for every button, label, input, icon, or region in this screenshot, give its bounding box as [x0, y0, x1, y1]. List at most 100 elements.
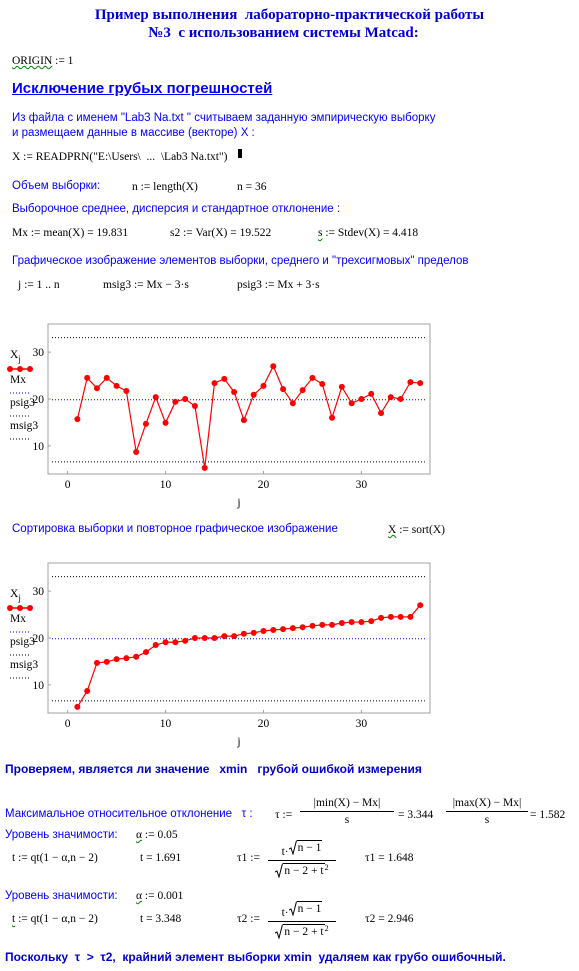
var-name: X	[388, 524, 397, 536]
data-point	[378, 614, 385, 621]
formula: τ1 = 1.648	[365, 852, 414, 864]
formula: t = 1.691	[140, 852, 182, 864]
formula: τ1 :=	[237, 852, 260, 864]
formula: s2 := Var(X) = 19.522	[170, 227, 272, 239]
data-point	[84, 374, 91, 381]
data-point	[280, 386, 287, 393]
title-2: №3 с использованием системы Matcad:	[148, 25, 419, 41]
formula-rest: := 0.001	[142, 890, 184, 902]
data-point	[387, 613, 394, 620]
data-point	[260, 627, 267, 634]
data-point	[309, 374, 316, 381]
legend-label: Mx	[10, 613, 26, 625]
conclusion: Поскольку τ > τ2, крайний элемент выборк…	[5, 950, 506, 964]
radical: n − 1	[288, 840, 323, 855]
formula: n := length(X)	[132, 181, 198, 193]
radicand: n − 1	[296, 840, 323, 854]
title-1: Пример выполнения лабораторно-практическ…	[94, 7, 485, 23]
data-point	[191, 403, 198, 410]
plot-frame	[47, 323, 431, 475]
formula-rest: := qt(1 − α,n − 2)	[15, 913, 98, 925]
formula: X := READPRN("E:\Users\ ... \Lab3 Na.txt…	[12, 151, 228, 163]
data-point	[103, 658, 110, 665]
numerator: |max(X) − Mx|	[452, 797, 522, 809]
formula: s := Stdev(X) = 4.418	[318, 227, 419, 240]
data-point	[397, 396, 404, 402]
legend-label: Mx	[10, 374, 26, 386]
data-point	[142, 649, 149, 656]
data-point	[299, 387, 306, 394]
data-point	[387, 394, 394, 401]
data-point	[289, 625, 296, 632]
formula: t := qt(1 − α,n − 2)	[12, 852, 98, 865]
legend-subscript: j	[17, 354, 21, 364]
data-point	[299, 624, 306, 631]
data-point	[113, 382, 120, 389]
data-point	[123, 655, 130, 662]
formula-rest: := 0.05	[142, 829, 178, 841]
formula: = 1.582	[530, 809, 566, 821]
formula: τ2 :=	[237, 913, 260, 925]
y-tick-label: 30	[33, 347, 45, 359]
x-tick-label: 20	[258, 479, 270, 491]
exponent: 2	[324, 924, 329, 933]
data-point	[368, 618, 375, 625]
data-point	[250, 391, 257, 398]
data-point	[289, 400, 296, 407]
label: Объем выборки:	[12, 180, 101, 192]
formula: = 3.344	[398, 809, 434, 821]
radical-stroke	[275, 863, 284, 878]
data-point	[358, 396, 365, 402]
formula: X := sort(X)	[388, 524, 445, 537]
data-point	[211, 380, 218, 387]
data-point	[172, 398, 179, 405]
legend-marker	[7, 605, 13, 611]
data-point	[407, 613, 414, 620]
section-title: Исключение грубых погрешностей	[12, 80, 273, 97]
formula: msig3 := Mx − 3·s	[103, 279, 189, 291]
formula: t := qt(1 − α,n − 2)	[12, 913, 98, 926]
legend-marker	[27, 605, 33, 611]
formula-rest: := sort(X)	[396, 524, 445, 536]
denominator: s	[344, 814, 350, 826]
data-point	[221, 633, 228, 640]
formula: j := 1 .. n	[18, 279, 60, 291]
formula: α := 0.05	[136, 829, 178, 842]
data-point	[152, 394, 159, 401]
data-point	[319, 381, 326, 387]
data-point	[74, 416, 81, 423]
x-tick-label: 10	[160, 718, 172, 730]
formula-rest: := qt(1 − α,n − 2)	[15, 852, 98, 864]
exponent: 2	[324, 863, 329, 872]
y-tick-label: 30	[33, 586, 45, 598]
data-point	[133, 653, 140, 660]
data-point	[270, 627, 277, 634]
data-point	[74, 703, 81, 710]
formula: psig3 := Mx + 3·s	[237, 279, 320, 291]
formula: τ2 = 2.946	[365, 913, 414, 925]
fraction: |min(X) − Mx| s	[300, 797, 394, 826]
x-tick-label: 0	[65, 479, 71, 491]
data-point	[368, 390, 375, 397]
data-point	[133, 448, 140, 455]
origin-name: ORIGIN	[12, 55, 53, 67]
formula-rest: := Stdev(X) = 4.418	[322, 227, 419, 239]
intro: Из файла с именем "Lab3 Na.txt " считыва…	[12, 112, 436, 124]
data-point	[240, 417, 247, 424]
y-tick-label: 20	[33, 633, 45, 645]
var-name: s	[318, 227, 323, 239]
label: Максимальное относительное отклонение τ …	[5, 808, 253, 820]
radicand: n − 1	[296, 901, 323, 915]
cursor	[238, 149, 242, 158]
data-point	[172, 639, 179, 646]
radical-stroke	[288, 901, 297, 916]
data-point	[338, 383, 345, 390]
